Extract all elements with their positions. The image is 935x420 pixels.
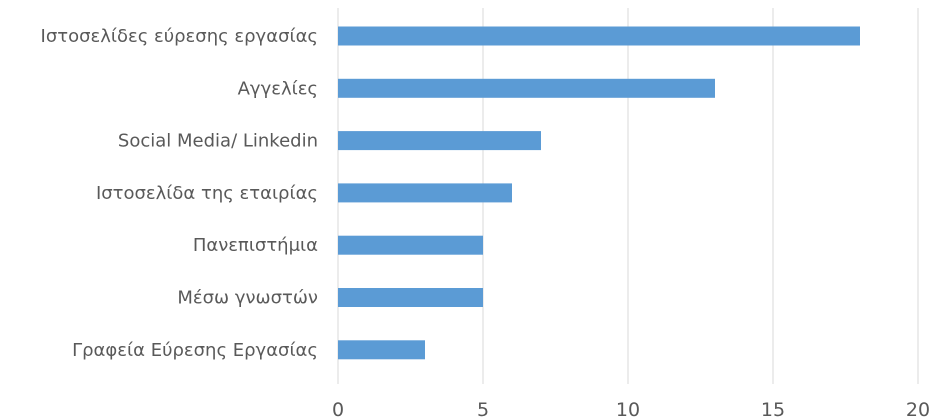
bar-1 bbox=[338, 78, 715, 98]
category-label-2: Social Media/ Linkedin bbox=[118, 131, 318, 152]
x-tick-label-10: 10 bbox=[616, 399, 640, 420]
category-label-1: Αγγελίες bbox=[238, 78, 318, 99]
bar-4 bbox=[338, 235, 483, 255]
category-labels: Ιστοσελίδες εύρεσης εργασίας Αγγελίες Soci… bbox=[41, 26, 318, 361]
category-label-5: Μέσω γνωστών bbox=[177, 288, 318, 309]
category-label-0: Ιστοσελίδες εύρεσης εργασίας bbox=[41, 26, 318, 47]
category-label-4: Πανεπιστήμια bbox=[193, 235, 318, 256]
x-tick-label-5: 5 bbox=[477, 399, 489, 420]
x-axis-tick-labels: 0 5 10 15 20 bbox=[332, 399, 930, 420]
bar-2 bbox=[338, 131, 541, 151]
x-tick-label-15: 15 bbox=[761, 399, 785, 420]
x-tick-label-0: 0 bbox=[332, 399, 344, 420]
bar-0 bbox=[338, 26, 860, 46]
bar-3 bbox=[338, 183, 512, 203]
bars bbox=[338, 26, 860, 360]
category-label-6: Γραφεία Εύρεσης Εργασίας bbox=[72, 340, 318, 361]
gridlines bbox=[337, 8, 919, 384]
bar-6 bbox=[338, 340, 425, 360]
x-tick-label-20: 20 bbox=[906, 399, 930, 420]
bar-5 bbox=[338, 288, 483, 307]
category-label-3: Ιστοσελίδα της εταιρίας bbox=[96, 183, 318, 204]
